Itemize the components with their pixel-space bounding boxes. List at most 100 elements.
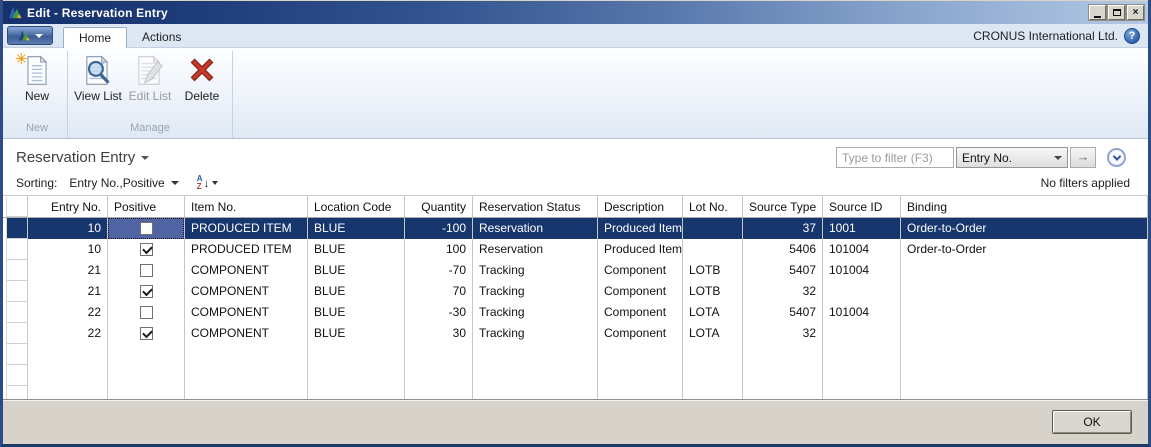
row-selector-cell[interactable] bbox=[7, 239, 28, 260]
cell-description[interactable]: Produced Item bbox=[598, 239, 683, 260]
delete-button[interactable]: Delete bbox=[178, 52, 226, 121]
cell-location_code[interactable]: BLUE bbox=[308, 302, 405, 323]
cell-location_code[interactable]: BLUE bbox=[308, 323, 405, 344]
cell-entry_no[interactable]: 10 bbox=[28, 239, 108, 260]
column-header-source_type[interactable]: Source Type bbox=[743, 196, 823, 217]
row-selector-cell[interactable] bbox=[7, 260, 28, 281]
maximize-button[interactable] bbox=[1107, 4, 1126, 21]
ok-button[interactable]: OK bbox=[1052, 410, 1132, 434]
cell-source_id[interactable] bbox=[823, 323, 901, 344]
tab-home[interactable]: Home bbox=[63, 27, 128, 48]
cell-entry_no[interactable]: 21 bbox=[28, 260, 108, 281]
table-row[interactable]: 21 COMPONENT BLUE -70 Tracking Component LOTB 5… bbox=[3, 260, 1148, 281]
cell-lot_no[interactable]: LOTB bbox=[683, 260, 743, 281]
cell-lot_no[interactable] bbox=[683, 239, 743, 260]
positive-checkbox[interactable] bbox=[139, 306, 153, 319]
cell-quantity[interactable]: -30 bbox=[405, 302, 473, 323]
cell-entry_no[interactable]: 10 bbox=[28, 218, 108, 239]
cell-entry_no[interactable]: 21 bbox=[28, 281, 108, 302]
cell-binding[interactable] bbox=[901, 302, 1148, 323]
cell-item_no[interactable]: COMPONENT bbox=[185, 281, 308, 302]
column-header-description[interactable]: Description bbox=[598, 196, 683, 217]
cell-source_id[interactable]: 1001 bbox=[823, 218, 901, 239]
cell-positive[interactable] bbox=[108, 323, 185, 344]
positive-checkbox[interactable] bbox=[139, 264, 153, 277]
cell-source_type[interactable]: 32 bbox=[743, 281, 823, 302]
cell-quantity[interactable]: 30 bbox=[405, 323, 473, 344]
cell-lot_no[interactable]: LOTA bbox=[683, 323, 743, 344]
cell-description[interactable]: Component bbox=[598, 302, 683, 323]
cell-source_type[interactable]: 5407 bbox=[743, 302, 823, 323]
cell-source_id[interactable] bbox=[823, 281, 901, 302]
column-header-binding[interactable]: Binding bbox=[901, 196, 1148, 217]
cell-lot_no[interactable]: LOTA bbox=[683, 302, 743, 323]
cell-binding[interactable] bbox=[901, 281, 1148, 302]
tab-actions[interactable]: Actions bbox=[142, 29, 182, 44]
cell-reservation_status[interactable]: Tracking bbox=[473, 302, 598, 323]
cell-positive[interactable] bbox=[108, 260, 185, 281]
cell-item_no[interactable]: COMPONENT bbox=[185, 323, 308, 344]
cell-positive[interactable] bbox=[108, 281, 185, 302]
cell-positive[interactable] bbox=[108, 218, 185, 239]
select-all-cell[interactable] bbox=[7, 196, 28, 217]
cell-reservation_status[interactable]: Tracking bbox=[473, 260, 598, 281]
cell-location_code[interactable]: BLUE bbox=[308, 260, 405, 281]
cell-positive[interactable] bbox=[108, 239, 185, 260]
expand-filter-pane-button[interactable] bbox=[1107, 148, 1126, 167]
cell-quantity[interactable]: -70 bbox=[405, 260, 473, 281]
cell-reservation_status[interactable]: Tracking bbox=[473, 281, 598, 302]
row-selector-cell[interactable] bbox=[7, 323, 28, 344]
column-header-source_id[interactable]: Source ID bbox=[823, 196, 901, 217]
cell-reservation_status[interactable]: Reservation bbox=[473, 239, 598, 260]
cell-entry_no[interactable]: 22 bbox=[28, 323, 108, 344]
help-icon[interactable]: ? bbox=[1124, 28, 1140, 44]
cell-source_type[interactable]: 37 bbox=[743, 218, 823, 239]
cell-description[interactable]: Component bbox=[598, 323, 683, 344]
minimize-button[interactable] bbox=[1088, 4, 1107, 21]
positive-checkbox[interactable] bbox=[139, 327, 153, 340]
table-row[interactable]: 10 PRODUCED ITEM BLUE -100 Reservation Produc… bbox=[3, 218, 1148, 239]
cell-quantity[interactable]: 100 bbox=[405, 239, 473, 260]
positive-checkbox[interactable] bbox=[139, 243, 153, 256]
table-row[interactable]: 22 COMPONENT BLUE -30 Tracking Component LOTA 5… bbox=[3, 302, 1148, 323]
page-title-dropdown[interactable]: Reservation Entry bbox=[16, 149, 150, 166]
cell-lot_no[interactable] bbox=[683, 218, 743, 239]
apply-filter-button[interactable]: → bbox=[1070, 147, 1096, 168]
column-header-lot_no[interactable]: Lot No. bbox=[683, 196, 743, 217]
cell-quantity[interactable]: 70 bbox=[405, 281, 473, 302]
sorting-field-dropdown[interactable]: Entry No.,Positive bbox=[69, 176, 179, 190]
cell-item_no[interactable]: PRODUCED ITEM bbox=[185, 218, 308, 239]
cell-reservation_status[interactable]: Reservation bbox=[473, 218, 598, 239]
cell-source_type[interactable]: 32 bbox=[743, 323, 823, 344]
application-menu-button[interactable] bbox=[7, 26, 53, 45]
cell-binding[interactable]: Order-to-Order bbox=[901, 218, 1148, 239]
column-header-location_code[interactable]: Location Code bbox=[308, 196, 405, 217]
close-button[interactable]: × bbox=[1126, 4, 1145, 21]
cell-item_no[interactable]: COMPONENT bbox=[185, 260, 308, 281]
column-header-reservation_status[interactable]: Reservation Status bbox=[473, 196, 598, 217]
cell-location_code[interactable]: BLUE bbox=[308, 218, 405, 239]
cell-source_id[interactable]: 101004 bbox=[823, 239, 901, 260]
cell-source_type[interactable]: 5407 bbox=[743, 260, 823, 281]
filter-field-select[interactable]: Entry No. bbox=[956, 147, 1068, 168]
cell-binding[interactable]: Order-to-Order bbox=[901, 239, 1148, 260]
edit-list-button[interactable]: Edit List bbox=[126, 52, 174, 121]
cell-description[interactable]: Component bbox=[598, 260, 683, 281]
cell-lot_no[interactable]: LOTB bbox=[683, 281, 743, 302]
cell-binding[interactable] bbox=[901, 260, 1148, 281]
cell-positive[interactable] bbox=[108, 302, 185, 323]
table-row[interactable]: 22 COMPONENT BLUE 30 Tracking Component LOTA 32 bbox=[3, 323, 1148, 344]
row-selector-cell[interactable] bbox=[7, 218, 28, 239]
cell-source_type[interactable]: 5406 bbox=[743, 239, 823, 260]
filter-input[interactable] bbox=[836, 147, 954, 168]
cell-entry_no[interactable]: 22 bbox=[28, 302, 108, 323]
cell-binding[interactable] bbox=[901, 323, 1148, 344]
cell-source_id[interactable]: 101004 bbox=[823, 260, 901, 281]
new-button[interactable]: ✳ New bbox=[13, 51, 61, 121]
cell-description[interactable]: Component bbox=[598, 281, 683, 302]
column-header-entry_no[interactable]: Entry No. bbox=[28, 196, 108, 217]
cell-location_code[interactable]: BLUE bbox=[308, 239, 405, 260]
column-header-positive[interactable]: Positive bbox=[108, 196, 185, 217]
cell-item_no[interactable]: COMPONENT bbox=[185, 302, 308, 323]
